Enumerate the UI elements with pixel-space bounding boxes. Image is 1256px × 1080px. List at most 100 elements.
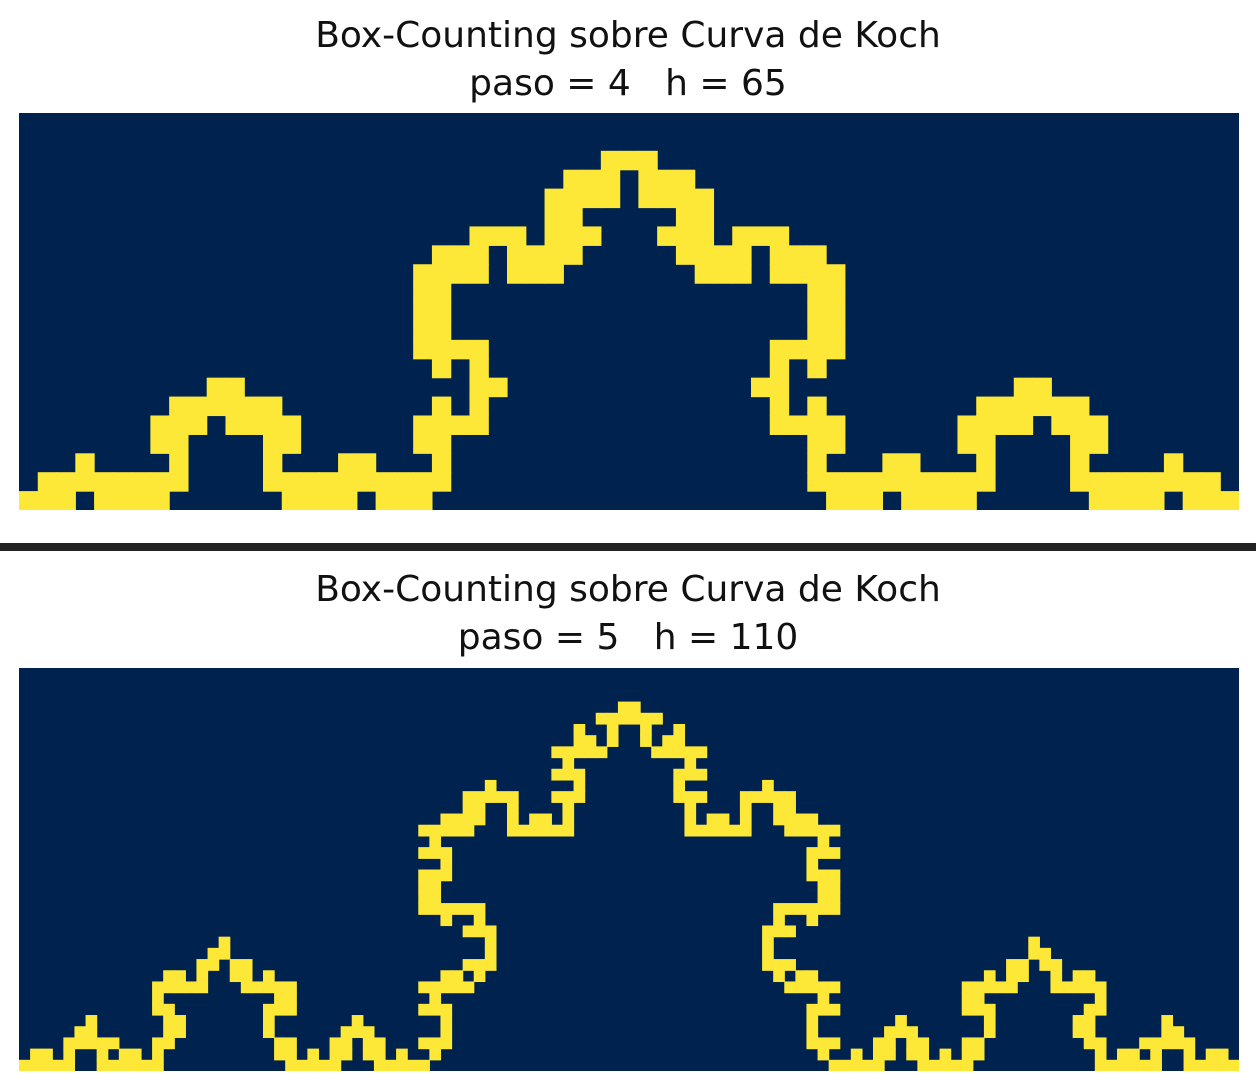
occupied-box xyxy=(473,791,486,803)
occupied-box xyxy=(1183,1048,1196,1061)
occupied-box xyxy=(562,802,575,815)
occupied-box xyxy=(413,434,433,454)
occupied-box xyxy=(187,396,208,417)
occupied-box xyxy=(75,472,95,492)
occupied-box xyxy=(431,358,452,379)
occupied-box xyxy=(1083,1003,1096,1016)
occupied-box xyxy=(762,936,774,949)
occupied-box xyxy=(285,981,297,994)
occupied-box xyxy=(762,947,774,960)
occupied-box xyxy=(773,914,785,927)
occupied-box xyxy=(972,1003,985,1016)
occupied-box xyxy=(673,779,686,792)
occupied-box xyxy=(96,1048,109,1061)
occupied-box xyxy=(112,472,133,492)
occupied-box xyxy=(638,150,658,171)
occupied-box xyxy=(562,813,575,826)
occupied-box xyxy=(263,472,283,492)
occupied-box xyxy=(573,735,586,747)
panel-paso-4: Box-Counting sobre Curva de Koch paso = … xyxy=(19,15,1239,510)
occupied-box xyxy=(739,791,752,803)
occupied-box xyxy=(163,1026,175,1039)
occupied-box xyxy=(828,824,841,837)
occupied-box xyxy=(431,415,452,435)
occupied-box xyxy=(473,903,486,915)
occupied-box xyxy=(362,1026,375,1039)
occupied-box xyxy=(1126,491,1146,510)
occupied-box xyxy=(901,491,921,510)
occupied-box xyxy=(850,1048,863,1061)
occupied-box xyxy=(769,415,790,435)
occupied-box xyxy=(551,768,564,781)
occupied-box xyxy=(606,712,619,725)
occupied-box xyxy=(484,947,497,960)
occupied-box xyxy=(806,858,819,871)
occupied-box xyxy=(695,824,708,837)
occupied-box xyxy=(169,472,189,492)
occupied-box xyxy=(995,981,1007,994)
occupied-box xyxy=(469,226,489,246)
occupied-box xyxy=(675,188,696,209)
occupied-box xyxy=(74,1037,87,1050)
occupied-box xyxy=(773,959,785,971)
occupied-box xyxy=(274,1003,286,1016)
occupied-box xyxy=(972,1048,985,1061)
occupied-box xyxy=(1088,415,1109,435)
occupied-box xyxy=(563,226,583,246)
occupied-box xyxy=(206,377,227,398)
occupied-box xyxy=(673,791,686,803)
occupied-box xyxy=(863,472,883,492)
occupied-box xyxy=(429,1003,442,1016)
occupied-box xyxy=(828,891,841,904)
occupied-box xyxy=(429,981,442,994)
occupied-box xyxy=(961,1037,974,1050)
occupied-box xyxy=(507,264,527,284)
occupied-box xyxy=(1013,377,1034,398)
occupied-box xyxy=(129,1048,142,1061)
occupied-box xyxy=(629,712,641,725)
occupied-box xyxy=(1126,472,1146,492)
occupied-box xyxy=(826,320,846,341)
occupied-box xyxy=(957,491,977,510)
occupied-box xyxy=(1128,1059,1140,1071)
occupied-box xyxy=(826,434,846,454)
occupied-box xyxy=(351,1015,364,1027)
occupied-box xyxy=(884,1037,896,1050)
occupied-box xyxy=(274,1048,286,1061)
occupied-box xyxy=(762,925,774,938)
occupied-box xyxy=(917,1048,930,1061)
occupied-box xyxy=(662,735,674,747)
occupied-box xyxy=(961,992,974,1005)
occupied-box xyxy=(263,1026,275,1039)
occupied-box xyxy=(788,264,808,284)
occupied-box xyxy=(544,264,564,284)
occupied-box xyxy=(551,746,564,759)
occupied-box xyxy=(418,1003,430,1016)
occupied-box xyxy=(440,869,453,882)
occupied-box xyxy=(431,245,452,265)
occupied-box xyxy=(882,453,902,473)
occupied-box xyxy=(784,791,796,803)
occupied-box xyxy=(773,903,785,915)
occupied-box xyxy=(600,169,621,190)
occupied-box xyxy=(525,264,546,284)
occupied-box xyxy=(141,1059,153,1071)
occupied-box xyxy=(806,869,819,882)
occupied-box xyxy=(418,903,430,915)
panel-title: Box-Counting sobre Curva de Koch xyxy=(315,569,941,610)
occupied-box xyxy=(606,735,619,747)
panel-paso-5: Box-Counting sobre Curva de Koch paso = … xyxy=(0,551,1256,1080)
occupied-box xyxy=(462,903,475,915)
occupied-box xyxy=(440,813,453,826)
occupied-box xyxy=(196,981,209,994)
occupied-box xyxy=(52,1059,64,1071)
occupied-box xyxy=(263,434,283,454)
occupied-box xyxy=(817,847,830,859)
occupied-box xyxy=(1150,1059,1162,1071)
occupied-box xyxy=(807,396,827,417)
occupied-box xyxy=(429,869,442,882)
occupied-box xyxy=(518,824,530,837)
occupied-box xyxy=(784,925,796,938)
occupied-box xyxy=(525,245,546,265)
grid-background xyxy=(19,113,1239,510)
